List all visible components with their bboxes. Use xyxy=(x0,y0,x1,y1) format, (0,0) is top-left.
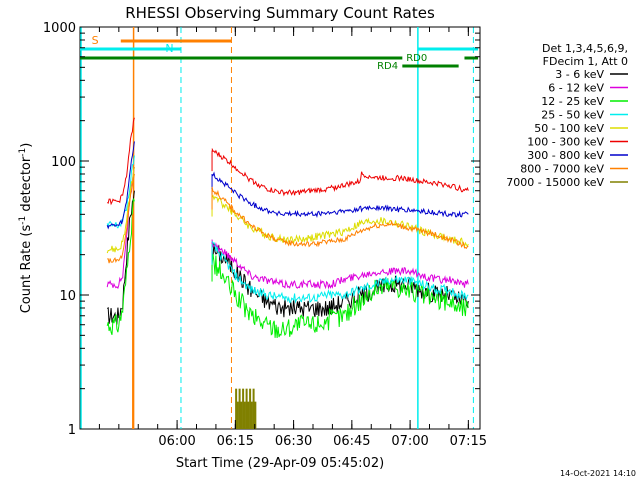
rd0-flag-label: RD0 xyxy=(406,53,427,64)
y-axis-label-mid: detector xyxy=(19,156,34,216)
legend-entry-label: 300 - 800 keV xyxy=(527,149,604,162)
series-layer xyxy=(106,117,469,429)
series-6-12-kev-line-2 xyxy=(211,239,469,290)
legend: Det 1,3,4,5,6,9,FDecim 1, Att 03 - 6 keV… xyxy=(506,42,628,189)
series-800-7000-kev-line-2 xyxy=(211,186,469,250)
series-800-7000-kev-line-1 xyxy=(107,173,135,264)
series-300-800-kev-line-1 xyxy=(106,141,135,230)
y-tick-label: 100 xyxy=(51,155,76,170)
rd4-flag-label: RD4 xyxy=(377,61,398,72)
legend-entry-label: 100 - 300 keV xyxy=(527,136,604,149)
series-3-6-kev-line-1 xyxy=(106,190,135,325)
annotation-layer: S N RD0 RD4 xyxy=(80,27,479,429)
legend-entry-label: 50 - 100 keV xyxy=(534,122,604,135)
y-tick-label: 1000 xyxy=(43,21,76,36)
series-25-50-kev-line-2 xyxy=(211,241,469,304)
legend-entry-label: 3 - 6 keV xyxy=(555,68,604,81)
x-tick-label: 07:00 xyxy=(391,434,428,449)
y-axis-label: Count Rate (s-1 detector-1) xyxy=(18,143,34,314)
y-axis-label-end: ) xyxy=(19,143,34,148)
series-300-800-kev-line-2 xyxy=(211,171,469,219)
legend-entry-label: 12 - 25 keV xyxy=(541,95,604,108)
timestamp: 14-Oct-2021 14:10 xyxy=(560,469,636,478)
y-axis-label-sup2: -1 xyxy=(18,148,28,157)
axis-layer: 1 10 100 1000 06:00 06:15 06:30 06:45 07:00 07:15 xyxy=(43,21,487,449)
saa-flag-label: S xyxy=(92,34,99,47)
x-tick-label: 06:30 xyxy=(275,434,312,449)
legend-entry-label: 6 - 12 keV xyxy=(548,82,604,95)
x-tick-label: 06:15 xyxy=(217,434,254,449)
series-12-25-kev-line-2 xyxy=(211,254,469,339)
x-tick-label: 06:45 xyxy=(333,434,370,449)
y-tick-label: 10 xyxy=(59,289,76,304)
series-100-300-kev-line-1 xyxy=(106,117,135,206)
series-100-300-kev-line-2 xyxy=(211,148,469,197)
y-tick-label: 1 xyxy=(68,423,76,438)
x-tick-label: 06:00 xyxy=(158,434,195,449)
series-12-25-kev-line-1 xyxy=(106,198,135,336)
night-flag-label: N xyxy=(165,42,173,55)
legend-entry-label: 800 - 7000 keV xyxy=(520,163,604,176)
x-axis-label: Start Time (29-Apr-09 05:45:02) xyxy=(176,456,384,471)
legend-entry-label: 7000 - 15000 keV xyxy=(506,176,604,189)
legend-header-decim: FDecim 1, Att 0 xyxy=(543,55,628,68)
x-tick-label: 07:15 xyxy=(450,434,487,449)
legend-entry-label: 25 - 50 keV xyxy=(541,109,604,122)
plot-area xyxy=(79,26,481,430)
chart-title: RHESSI Observing Summary Count Rates xyxy=(125,4,435,22)
legend-header-detectors: Det 1,3,4,5,6,9, xyxy=(542,42,628,55)
y-axis-label-main: Count Rate (s xyxy=(19,225,34,314)
y-axis-label-sup1: -1 xyxy=(18,216,28,225)
